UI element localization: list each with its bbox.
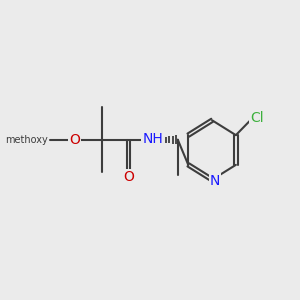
- Text: Cl: Cl: [250, 111, 264, 125]
- Text: methoxy: methoxy: [5, 135, 48, 145]
- Text: NH: NH: [142, 132, 163, 146]
- Text: N: N: [210, 174, 220, 188]
- Text: O: O: [69, 133, 80, 147]
- Text: O: O: [123, 170, 134, 184]
